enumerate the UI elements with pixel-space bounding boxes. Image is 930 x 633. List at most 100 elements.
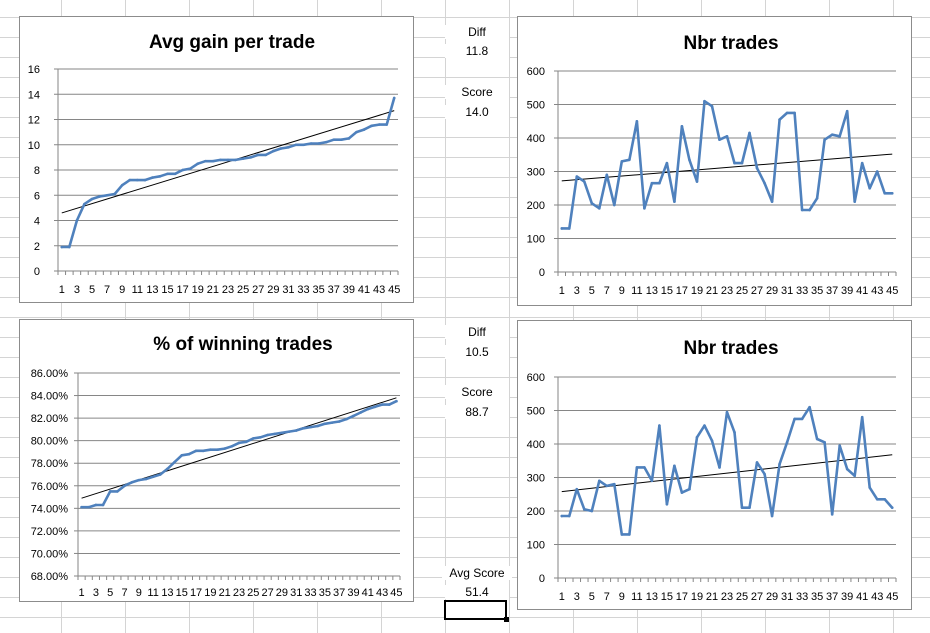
chart-1-data-point [226, 158, 230, 162]
chart-1-data-point [249, 156, 252, 159]
chart-2-data-point [815, 197, 819, 200]
chart-winning-trades-plot: % of winning trades 68.00% 70.00% 72.00% 74.… [31, 334, 403, 599]
diff-value-1[interactable]: 11.8 [445, 44, 509, 58]
chart-1-xtick-label: 33 [297, 284, 309, 296]
chart-1-data-point [158, 175, 162, 178]
chart-3-data-point [137, 478, 141, 482]
chart-2-data-point [793, 111, 796, 115]
chart-4-ytick-label: 100 [527, 540, 545, 552]
chart-3-data-point [359, 411, 362, 414]
chart-1-xtick-label: 1 [59, 284, 65, 296]
chart-1-data-point [241, 157, 245, 160]
diff-label-2[interactable]: Diff [445, 325, 509, 339]
chart-3-data-point [173, 460, 176, 464]
chart-nbr-trades-top[interactable]: Nbr trades 0 100 200 300 400 500 600 1 3 5 7 9 11 13 15… [517, 16, 912, 306]
chart-2-ytick-label: 100 [527, 234, 545, 246]
chart-2-data-point [725, 135, 729, 138]
chart-3-data-point [180, 454, 184, 457]
avg-score-value[interactable]: 51.4 [445, 585, 509, 599]
chart-2-ytick-label: 0 [539, 267, 545, 279]
chart-4-xtick-label: 37 [826, 591, 838, 603]
chart-2-title: Nbr trades [683, 33, 778, 54]
chart-4-xtick-label: 41 [856, 591, 868, 603]
chart-4-data-point [673, 464, 676, 468]
chart-4-data-point [590, 509, 594, 513]
chart-4-xtick-label: 1 [559, 591, 565, 603]
chart-3-data-point [266, 433, 269, 437]
chart-1-xtick-label: 43 [373, 284, 385, 296]
chart-4-xtick-label: 31 [781, 591, 793, 603]
chart-1-data-point [188, 167, 192, 171]
chart-1-data-point [166, 172, 169, 176]
chart-3-data-point [80, 505, 83, 509]
chart-2-data-point [860, 161, 864, 165]
chart-4-data-point [778, 462, 781, 466]
chart-2-data-point [582, 180, 586, 183]
chart-2-data-point [875, 170, 879, 173]
chart-2-data-point [770, 200, 774, 203]
chart-3-xtick-label: 27 [261, 587, 273, 599]
chart-4-data-point [740, 506, 744, 509]
chart-4-data-point [875, 497, 879, 501]
score-value-1[interactable]: 14.0 [445, 105, 509, 119]
chart-1-xtick-label: 7 [104, 284, 110, 296]
chart-2-data-point [800, 208, 804, 212]
chart-2-xtick-label: 15 [661, 285, 673, 297]
chart-1-data-point [143, 178, 147, 182]
chart-3-ytick-label: 76.00% [31, 481, 69, 493]
score-label-1[interactable]: Score [445, 85, 509, 99]
chart-avg-gain[interactable]: Avg gain per trade 0 2 4 6 8 10 12 14 16 1 3 5 7 9 11 13… [19, 16, 414, 303]
chart-1-ytick-label: 16 [28, 64, 40, 76]
chart-3-xtick-label: 25 [247, 587, 259, 599]
chart-3-data-point [151, 475, 155, 479]
diff-label-1[interactable]: Diff [445, 25, 509, 39]
chart-2-data-point [703, 99, 706, 103]
chart-2-xtick-label: 23 [721, 285, 733, 297]
chart-3-data-point [309, 425, 312, 429]
chart-1-xtick-label: 3 [74, 284, 80, 296]
chart-2-data-point [628, 158, 631, 162]
score-value-2[interactable]: 88.7 [445, 405, 509, 419]
chart-3-xtick-label: 29 [276, 587, 288, 599]
chart-4-data-point [658, 424, 661, 427]
chart-4-series-line [560, 405, 894, 536]
avg-score-label[interactable]: Avg Score [442, 566, 512, 580]
chart-nbr-trades-bottom[interactable]: Nbr trades 0 100 200 300 400 500 600 1 3 5 7 9 11 13 15… [517, 320, 912, 610]
chart-1-data-point [83, 202, 86, 206]
chart-1-data-point [362, 128, 366, 131]
chart-1-data-point [256, 153, 260, 157]
selected-cell[interactable] [444, 600, 509, 622]
diff-value-2[interactable]: 10.5 [445, 345, 509, 359]
chart-3-data-point [252, 437, 255, 440]
chart-3-data-point [144, 477, 148, 481]
chart-3-data-point [380, 403, 384, 406]
chart-3-data-point [94, 503, 98, 507]
chart-3-data-point [158, 473, 162, 476]
chart-3-xtick-label: 1 [79, 587, 85, 599]
chart-1-xtick-label: 37 [328, 284, 340, 296]
chart-4-data-point [838, 444, 841, 447]
chart-4-data-point [650, 479, 654, 483]
chart-4-data-point [883, 497, 887, 501]
chart-1-ytick-label: 14 [28, 89, 40, 101]
chart-3-xtick-label: 35 [319, 587, 331, 599]
chart-2-ytick-label: 300 [527, 167, 545, 179]
chart-1-data-point [324, 140, 328, 144]
chart-1-data-point [347, 137, 351, 140]
chart-2-ytick-label: 600 [527, 66, 545, 78]
chart-2-data-point [665, 161, 669, 165]
chart-2-data-point [695, 180, 699, 183]
chart-3-data-point [194, 449, 198, 453]
chart-winning-trades[interactable]: % of winning trades 68.00% 70.00% 72.00% 74.… [19, 319, 414, 602]
chart-2-series-line [560, 99, 894, 230]
score-label-2[interactable]: Score [445, 385, 509, 399]
chart-2-data-point [560, 227, 564, 230]
chart-4-xtick-label: 43 [871, 591, 883, 603]
chart-2-data-point [673, 200, 676, 203]
chart-2-xtick-label: 45 [886, 285, 898, 297]
chart-1-data-point [219, 158, 222, 162]
chart-4-xtick-label: 5 [589, 591, 595, 603]
chart-4-xtick-label: 7 [604, 591, 610, 603]
chart-1-data-point [151, 176, 154, 179]
